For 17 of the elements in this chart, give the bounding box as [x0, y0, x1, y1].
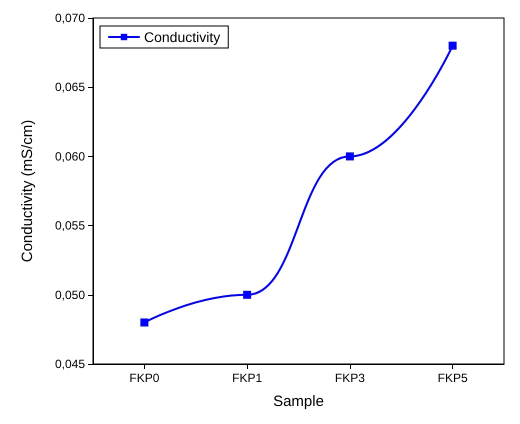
x-tick-label: FKP5: [438, 371, 468, 385]
point: [140, 318, 148, 326]
y-tick-label: 0,055: [54, 218, 86, 233]
y-axis-title: Conductivity (mS/cm): [19, 120, 36, 262]
x-axis-title: Sample: [273, 393, 324, 410]
y-tick-label: 0,045: [54, 357, 86, 371]
point: [448, 42, 457, 50]
point: [346, 152, 354, 160]
y-tick-label: 0,070: [54, 11, 86, 25]
y-tick-label: 0,060: [54, 149, 86, 164]
x-tick-label: FKP1: [232, 371, 262, 385]
x-tick-label: FKP3: [334, 371, 366, 385]
x-tick-label: FKP0: [129, 371, 160, 385]
y-tick-label: 0,050: [54, 288, 86, 302]
legend-label: Conductivity: [144, 29, 220, 45]
y-tick-label: 0,065: [54, 80, 86, 94]
point: [243, 290, 252, 299]
